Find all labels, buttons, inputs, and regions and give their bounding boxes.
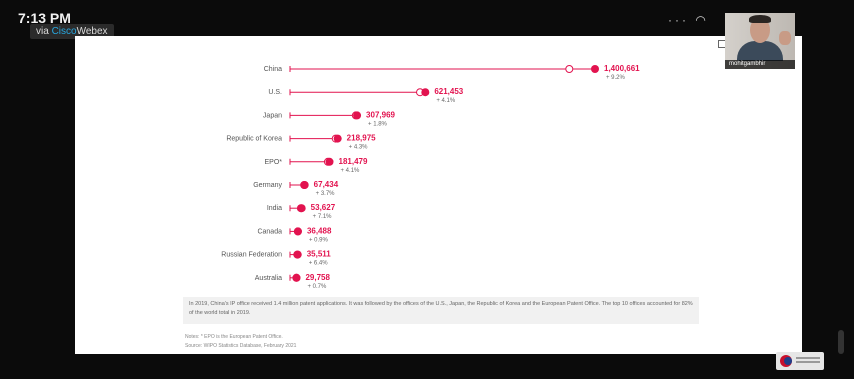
value-label: 307,969 [366, 110, 395, 119]
value-label: 218,975 [347, 134, 376, 143]
value-label: 67,434 [314, 180, 339, 189]
change-label: + 6.4% [309, 261, 329, 267]
logo-text-lines [796, 357, 820, 359]
participant-video[interactable]: mohitgambhir [725, 13, 795, 69]
more-options-icon[interactable]: ··· ◠ [668, 13, 709, 27]
change-label: + 7.1% [313, 214, 333, 220]
category-label: Canada [257, 228, 282, 235]
category-label: U.S. [268, 89, 282, 96]
webex-badge: via CiscoWebex [30, 24, 114, 39]
value-label: 35,511 [307, 250, 332, 259]
value-label: 621,453 [434, 87, 463, 96]
chart-caption: In 2019, China's IP office received 1.4 … [183, 297, 699, 324]
participant-body [737, 41, 783, 61]
participant-hand [779, 31, 791, 45]
point-2019 [293, 250, 302, 259]
chart-source: Source: WIPO Statistics Database, Februa… [185, 343, 297, 349]
participant-name: mohitgambhir [725, 60, 795, 69]
cisco-brand: Cisco [51, 26, 77, 37]
change-label: + 0.9% [309, 237, 329, 243]
point-2018 [565, 65, 574, 73]
via-prefix: via [36, 26, 52, 37]
participant-hair [749, 15, 771, 23]
category-label: Republic of Korea [226, 136, 282, 143]
participant-head [750, 17, 770, 43]
chart-note: Notes: * EPO is the European Patent Offi… [185, 334, 283, 340]
change-label: + 4.3% [349, 145, 369, 151]
value-label: 29,758 [305, 273, 330, 282]
point-2019 [300, 181, 309, 189]
point-2019 [292, 273, 301, 282]
scrollbar[interactable] [838, 330, 844, 354]
category-label: Australia [255, 275, 282, 282]
category-label: Russian Federation [221, 252, 282, 259]
point-2019 [353, 111, 362, 120]
category-label: China [264, 66, 282, 73]
category-label: India [267, 205, 282, 212]
category-label: Japan [263, 112, 282, 119]
webex-app: Webex [76, 26, 108, 37]
point-2019 [293, 227, 302, 236]
value-label: 1,400,661 [604, 64, 640, 73]
change-label: + 4.1% [436, 98, 456, 104]
value-label: 53,627 [311, 203, 336, 212]
change-label: + 0.7% [307, 284, 327, 290]
category-label: Germany [253, 182, 282, 189]
patent-dot-chart: China 1,400,661 + 9.2% U.S. 621,453 + 4.1% Jap… [221, 64, 640, 290]
change-label: + 4.1% [341, 168, 361, 174]
logo-mark-blue [784, 357, 792, 365]
point-2019 [421, 88, 430, 97]
value-label: 36,488 [307, 226, 332, 235]
value-label: 181,479 [339, 157, 368, 166]
point-2019 [325, 157, 334, 166]
change-label: + 1.8% [368, 121, 388, 127]
change-label: + 3.7% [316, 191, 336, 197]
category-label: EPO* [264, 159, 282, 166]
clock: 7:13 PM [18, 10, 71, 26]
change-label: + 9.2% [606, 75, 626, 81]
point-2019 [297, 204, 306, 213]
point-2019 [333, 134, 342, 143]
organization-logo-icon [776, 352, 824, 370]
point-2019 [591, 65, 599, 73]
